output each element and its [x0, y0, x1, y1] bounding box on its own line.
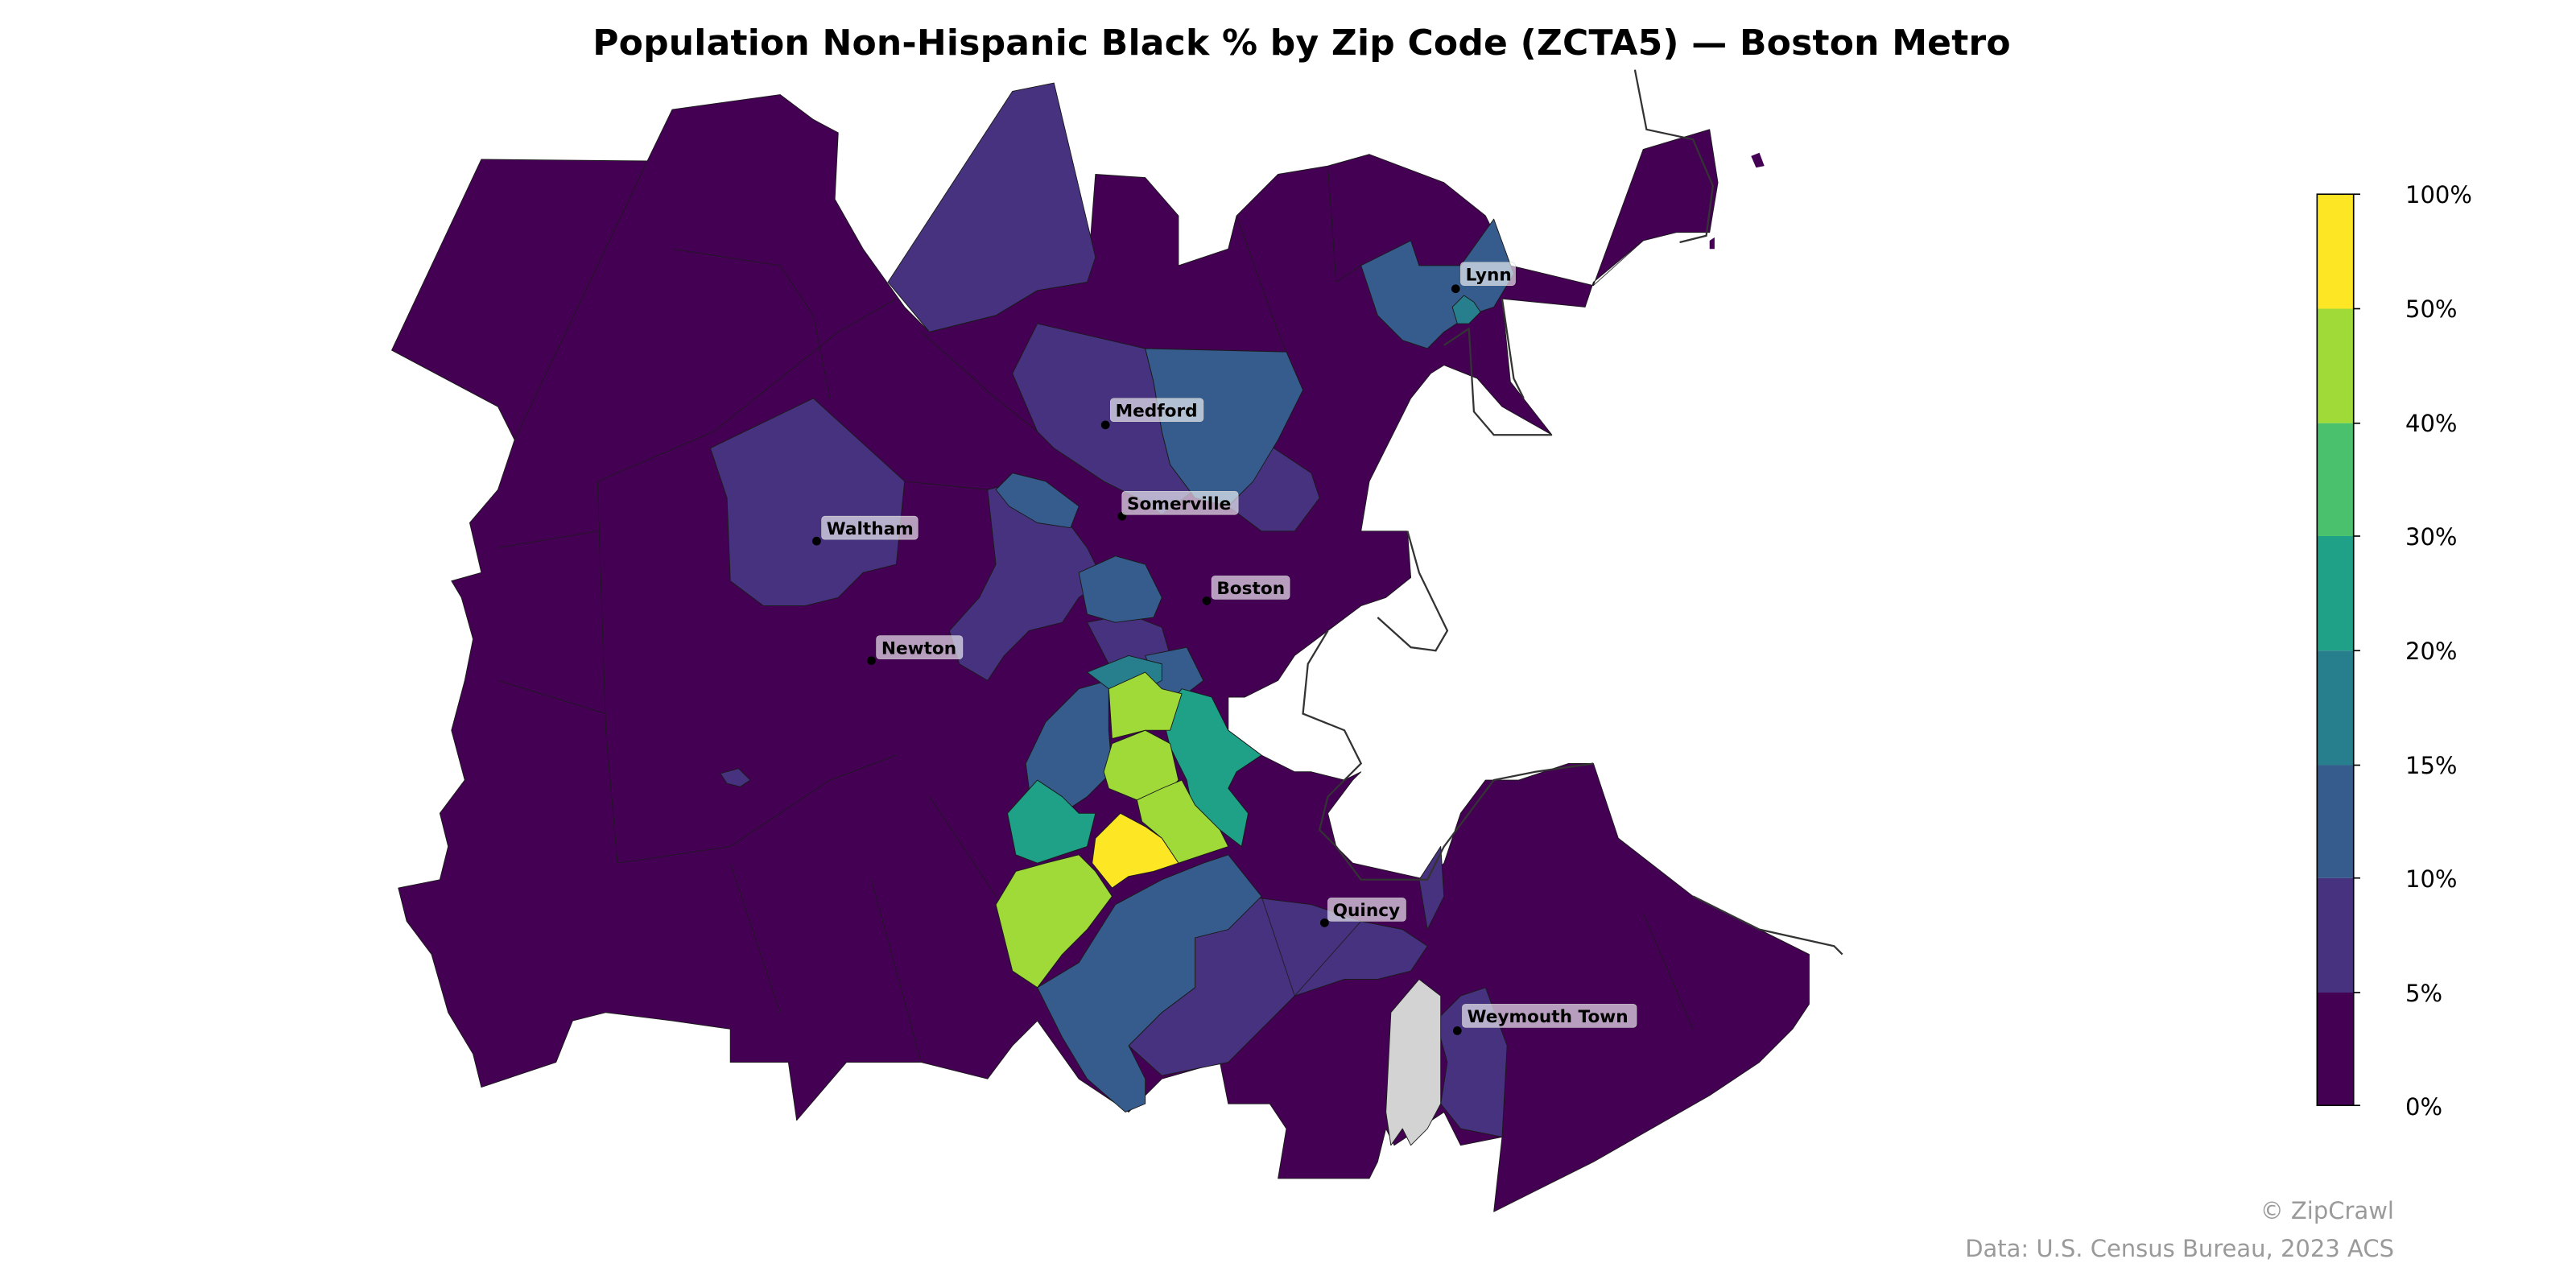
colorbar-bin-10-15	[2317, 765, 2354, 878]
zip-layer-5-10	[710, 82, 1508, 1137]
city-label: Lynn	[1466, 265, 1512, 285]
colorbar-bin-0-5	[2317, 992, 2354, 1106]
city-newton: Newton	[867, 635, 964, 665]
city-marker-icon	[812, 536, 821, 546]
chart-title: Population Non-Hispanic Black % by Zip C…	[592, 23, 2011, 64]
zip-boundaries	[497, 160, 1694, 1063]
city-marker-icon	[1451, 284, 1460, 294]
city-lynn: Lynn	[1451, 262, 1516, 294]
city-boston: Boston	[1202, 576, 1290, 605]
zip-layer-20-30	[1007, 688, 1262, 864]
city-label: Medford	[1116, 402, 1198, 422]
colorbar-bin-30-40	[2317, 423, 2354, 536]
colorbar-tick-15: 15%	[2405, 752, 2458, 779]
city-label: Weymouth Town	[1468, 1007, 1629, 1027]
colorbar-tick-20: 20%	[2405, 638, 2458, 665]
city-label: Quincy	[1333, 901, 1401, 921]
islands	[1709, 152, 1765, 250]
city-marker-icon	[1100, 420, 1110, 430]
copyright-credit: © ZipCrawl	[2260, 1197, 2394, 1224]
data-source-credit: Data: U.S. Census Bureau, 2023 ACS	[1965, 1235, 2394, 1262]
colorbar-bin-5-10	[2317, 877, 2354, 993]
colorbar-ticks	[2353, 193, 2360, 1107]
zip-layer-no-data	[1385, 979, 1442, 1146]
city-label: Waltham	[827, 519, 914, 539]
colorbar-bin-50-100	[2317, 194, 2354, 309]
city-somerville: Somerville	[1117, 490, 1239, 521]
colorbar-bin-20-30	[2317, 535, 2354, 651]
colorbar-tick-10: 10%	[2405, 865, 2458, 893]
city-label: Somerville	[1127, 494, 1231, 514]
city-marker-icon	[1452, 1026, 1462, 1035]
city-marker-icon	[867, 656, 876, 665]
city-medford: Medford	[1100, 398, 1204, 430]
zip-layer-40-50	[995, 671, 1229, 989]
coastline	[1302, 69, 1843, 956]
zip-layer-50-100	[1092, 812, 1179, 889]
city-label: Newton	[881, 638, 956, 658]
colorbar-bin-15-20	[2317, 650, 2354, 766]
colorbar-frame	[2316, 193, 2355, 1107]
city-marker-icon	[1202, 597, 1212, 605]
city-marker-icon	[1320, 919, 1329, 927]
city-weymouth-town: Weymouth Town	[1452, 1004, 1637, 1035]
colorbar-tick-40: 40%	[2405, 410, 2458, 437]
colorbar-tick-100: 100%	[2405, 181, 2472, 208]
colorbar-tick-30: 30%	[2405, 523, 2458, 551]
colorbar-tick-50: 50%	[2405, 295, 2458, 323]
zip-layer-10-15	[995, 218, 1514, 1113]
colorbar	[2316, 193, 2360, 1107]
colorbar-bin-40-50	[2317, 308, 2354, 423]
colorbar-tick-0: 0%	[2405, 1093, 2443, 1121]
colorbar-tick-5: 5%	[2405, 980, 2443, 1007]
city-quincy: Quincy	[1320, 898, 1406, 927]
city-waltham: Waltham	[812, 515, 919, 546]
city-label: Boston	[1216, 579, 1285, 599]
